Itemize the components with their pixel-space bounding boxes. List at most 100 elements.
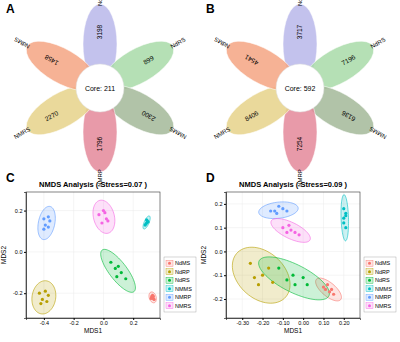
point <box>47 294 50 297</box>
x-axis-title: MDS1 <box>84 327 102 334</box>
panel-label: A <box>6 2 15 16</box>
legend-key <box>166 260 173 266</box>
legend-label: NMRP <box>175 294 192 300</box>
panel-label: D <box>206 171 215 185</box>
y-tick: -0.2 <box>13 290 26 296</box>
point <box>47 215 50 218</box>
x-tick-label: -0.30 <box>236 320 249 326</box>
legend-frame <box>164 257 196 312</box>
point <box>41 298 44 301</box>
point <box>287 224 290 227</box>
x-tick-label: -0.10 <box>277 320 290 326</box>
point <box>103 211 106 214</box>
y-tick-mark <box>224 299 226 300</box>
point <box>293 231 296 234</box>
legend-key <box>366 269 373 275</box>
flower-panel: BCore: 5923717NdRP7196NdRS6136NMMS7254NM… <box>206 0 387 187</box>
point <box>306 283 309 286</box>
point <box>42 217 45 220</box>
legend-key <box>366 303 373 309</box>
y-tick-label: -0.1 <box>213 272 222 278</box>
x-tick: 0.2 <box>130 318 138 326</box>
legend: NdMSNdRPNdRSNMMSNMRPNMRS <box>364 257 396 312</box>
petal-value: 1458 <box>43 53 59 66</box>
point <box>38 292 41 295</box>
petal-value: 7254 <box>296 136 303 151</box>
legend-symbol <box>368 296 371 299</box>
y-axis-title: MDS2 <box>200 246 207 264</box>
core-label: Core: 211 <box>85 85 115 92</box>
point <box>302 276 305 279</box>
y-tick-mark <box>224 228 226 229</box>
point <box>115 275 118 278</box>
panel-label: C <box>6 171 15 185</box>
petal-label: NdRP <box>97 0 103 6</box>
legend-symbol <box>368 270 371 273</box>
x-axis: -0.4 -0.2 0.0 0.2 <box>27 318 161 326</box>
legend-symbol <box>168 270 171 273</box>
core-label: Core: 592 <box>285 85 316 92</box>
x-tick-label: 0.00 <box>298 320 309 326</box>
confidence-ellipse <box>101 249 136 292</box>
x-tick: -0.4 <box>40 318 49 326</box>
x-tick-label: -0.20 <box>257 320 270 326</box>
point <box>277 266 280 269</box>
y-tick-mark <box>24 252 26 253</box>
grid-line-x <box>73 192 74 318</box>
point <box>97 213 100 216</box>
figure: ACore: 2113198NdRP899NdRS2300NMMS1796NMR… <box>0 0 400 342</box>
y-tick: 0.2 <box>215 201 226 207</box>
chart-title: NMDS Analysis ( Stress=0.07 ) <box>39 180 147 189</box>
point <box>100 221 103 224</box>
point <box>344 214 347 217</box>
legend-key <box>366 277 373 283</box>
point <box>281 226 284 229</box>
y-tick-label: -0.2 <box>13 290 22 296</box>
petal-value: 1796 <box>96 136 103 151</box>
legend-label: NdMS <box>175 260 191 266</box>
y-tick-label: 0.0 <box>15 249 23 255</box>
petal-label: NMMS <box>169 126 188 140</box>
y-tick-mark <box>224 275 226 276</box>
y-tick-label: 0.1 <box>215 225 223 231</box>
petal-label: NMMS <box>369 126 388 140</box>
legend-key <box>366 286 373 292</box>
chart-title: NMDS Analysis ( Stress=0.09 ) <box>239 180 347 189</box>
point <box>285 231 288 234</box>
point <box>324 288 327 291</box>
plot-area <box>232 195 348 304</box>
point <box>281 207 284 210</box>
point <box>152 295 155 298</box>
y-tick-label: 0.2 <box>215 201 223 207</box>
point <box>144 223 147 226</box>
legend-label: NdRS <box>375 277 390 283</box>
confidence-ellipse <box>271 219 310 243</box>
petal-label: NMRS <box>213 126 231 140</box>
y-tick-mark <box>224 251 226 252</box>
x-tick-label: 0.10 <box>319 320 330 326</box>
x-tick-label: 0.0 <box>100 320 108 326</box>
x-tick-label: 0.2 <box>130 320 138 326</box>
petal-value: 4541 <box>243 53 259 66</box>
legend-symbol <box>368 279 371 282</box>
point <box>39 302 42 305</box>
point <box>332 293 335 296</box>
x-tick: -0.2 <box>69 318 78 326</box>
legend-symbol <box>168 262 171 265</box>
core-circle <box>76 64 124 112</box>
plot-frame <box>26 192 160 318</box>
point <box>109 261 112 264</box>
y-tick: 0.1 <box>215 225 226 231</box>
x-tick: 0.10 <box>319 318 330 326</box>
legend-label: NMRS <box>175 303 192 309</box>
point <box>273 209 276 212</box>
point <box>145 218 148 221</box>
petal-label: NdRS <box>370 36 387 49</box>
confidence-ellipse <box>149 292 156 303</box>
confidence-ellipse <box>93 200 115 233</box>
grid <box>226 192 360 318</box>
petal-value: 3717 <box>296 24 303 39</box>
y-tick: 0.0 <box>15 249 26 255</box>
x-tick: 0.20 <box>339 318 350 326</box>
point <box>342 207 345 210</box>
